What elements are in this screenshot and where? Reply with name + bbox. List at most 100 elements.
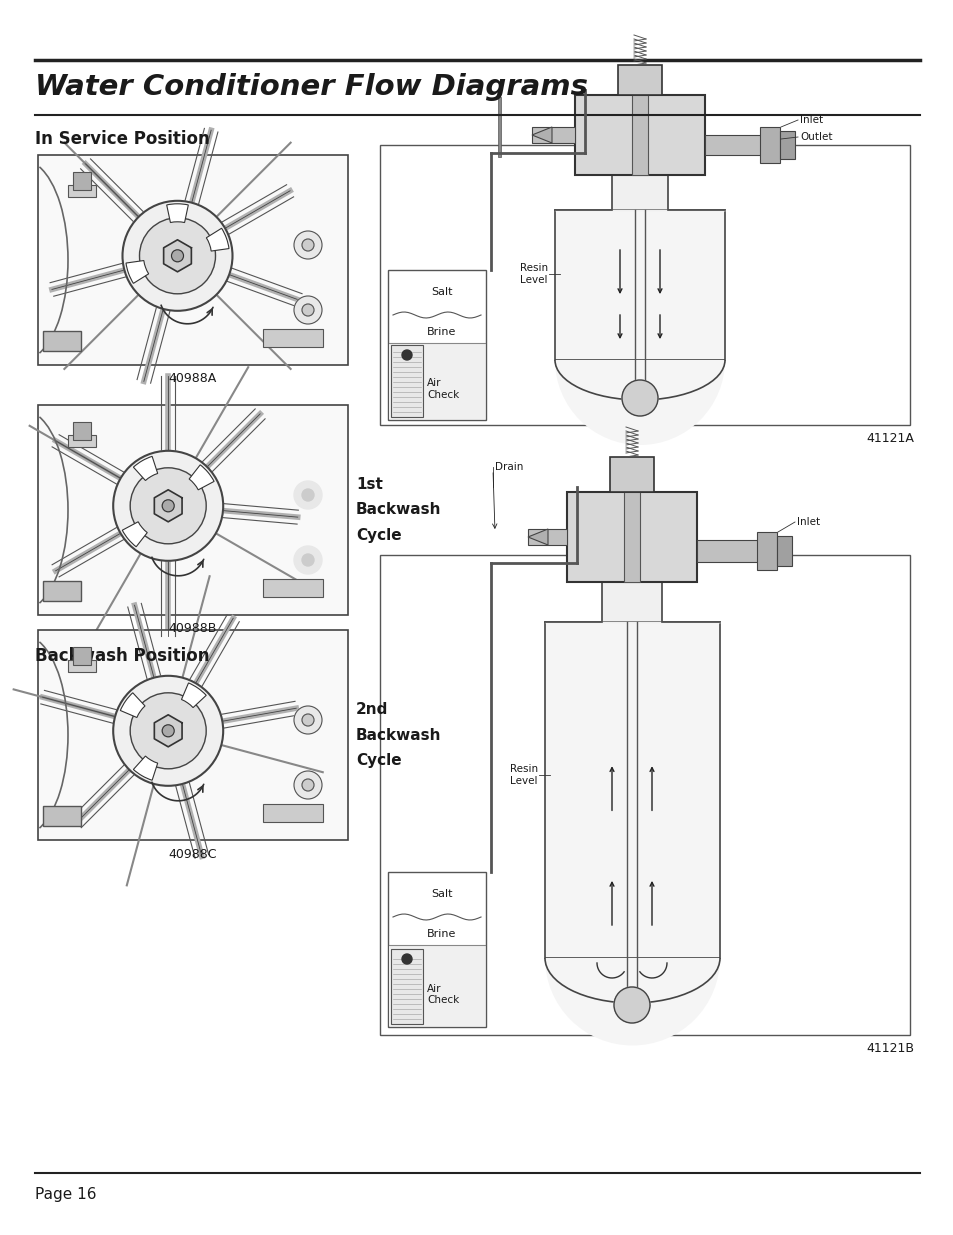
Bar	[697, 540, 761, 562]
Bar	[379, 144, 909, 425]
Bar	[73, 172, 91, 190]
Bar	[544, 622, 720, 958]
Bar	[263, 579, 323, 597]
Text: 41121A: 41121A	[865, 432, 913, 446]
Wedge shape	[167, 204, 188, 222]
Bar	[38, 405, 348, 615]
Circle shape	[294, 480, 322, 509]
Text: Backwash Position: Backwash Position	[35, 647, 210, 664]
Bar	[68, 185, 96, 198]
Bar	[73, 647, 91, 664]
Circle shape	[162, 725, 174, 737]
Bar	[555, 210, 724, 359]
Circle shape	[302, 779, 314, 790]
Wedge shape	[555, 359, 724, 445]
Text: Air
Check: Air Check	[427, 984, 458, 1005]
Polygon shape	[527, 529, 547, 545]
Circle shape	[113, 676, 223, 785]
Bar	[575, 95, 704, 175]
Circle shape	[122, 201, 233, 311]
Bar	[263, 804, 323, 823]
Bar	[38, 156, 348, 366]
Bar	[388, 872, 485, 1028]
Circle shape	[302, 714, 314, 726]
Bar	[532, 127, 575, 143]
Text: Backwash: Backwash	[355, 503, 441, 517]
Polygon shape	[154, 490, 182, 522]
Text: Cycle: Cycle	[355, 527, 401, 542]
Bar	[263, 329, 323, 347]
Circle shape	[302, 489, 314, 501]
Text: Inlet: Inlet	[796, 517, 820, 527]
Bar	[388, 270, 485, 420]
Bar	[68, 659, 96, 672]
Circle shape	[113, 451, 223, 561]
Polygon shape	[154, 715, 182, 747]
Text: 40988C: 40988C	[169, 847, 217, 861]
Bar	[389, 345, 484, 419]
Wedge shape	[189, 464, 213, 490]
Wedge shape	[122, 521, 147, 547]
Text: Outlet: Outlet	[800, 132, 832, 142]
Circle shape	[139, 217, 215, 294]
Bar	[391, 948, 422, 1024]
Text: Backwash: Backwash	[355, 727, 441, 742]
Wedge shape	[544, 958, 720, 1046]
Bar	[612, 175, 667, 210]
Circle shape	[302, 304, 314, 316]
Bar	[566, 492, 697, 582]
Text: In Service Position: In Service Position	[35, 130, 210, 148]
Bar	[379, 555, 909, 1035]
Text: Cycle: Cycle	[355, 752, 401, 768]
Wedge shape	[133, 457, 157, 480]
Bar	[757, 532, 776, 571]
Circle shape	[401, 953, 412, 965]
Text: Page 16: Page 16	[35, 1188, 96, 1203]
Circle shape	[294, 706, 322, 734]
Text: Brine: Brine	[427, 929, 456, 939]
Circle shape	[162, 500, 174, 511]
Wedge shape	[206, 228, 229, 251]
Bar	[623, 492, 639, 582]
Bar	[601, 582, 661, 622]
Wedge shape	[181, 683, 206, 708]
Polygon shape	[532, 127, 552, 143]
Text: Water Conditioner Flow Diagrams: Water Conditioner Flow Diagrams	[35, 73, 587, 101]
Text: 40988B: 40988B	[169, 622, 217, 636]
Bar	[389, 946, 484, 1026]
Text: Resin
Level: Resin Level	[509, 764, 537, 787]
Text: Salt: Salt	[431, 889, 452, 899]
Circle shape	[302, 555, 314, 566]
Bar	[527, 529, 566, 545]
Text: Drain: Drain	[495, 462, 523, 472]
Bar	[776, 536, 791, 566]
Circle shape	[294, 296, 322, 324]
Circle shape	[294, 771, 322, 799]
Bar	[68, 435, 96, 447]
Circle shape	[302, 240, 314, 251]
Bar	[780, 131, 794, 159]
Circle shape	[130, 468, 206, 543]
Bar	[497, 98, 500, 157]
Text: 41121B: 41121B	[865, 1042, 913, 1056]
Text: 1st: 1st	[355, 477, 382, 493]
Bar	[631, 95, 647, 175]
Bar	[704, 135, 764, 156]
Bar	[38, 630, 348, 840]
Circle shape	[621, 380, 658, 416]
Circle shape	[294, 546, 322, 574]
Text: Inlet: Inlet	[800, 115, 822, 125]
Circle shape	[130, 693, 206, 769]
Text: Salt: Salt	[431, 287, 452, 296]
Text: 40988A: 40988A	[169, 373, 217, 385]
Bar	[43, 580, 81, 601]
Bar	[760, 127, 780, 163]
Bar	[43, 806, 81, 826]
Text: Resin
Level: Resin Level	[519, 263, 547, 285]
Bar	[609, 457, 654, 492]
Wedge shape	[126, 261, 149, 283]
Text: Air
Check: Air Check	[427, 378, 458, 400]
Text: 2nd: 2nd	[355, 703, 388, 718]
Circle shape	[172, 249, 183, 262]
Polygon shape	[164, 240, 192, 272]
